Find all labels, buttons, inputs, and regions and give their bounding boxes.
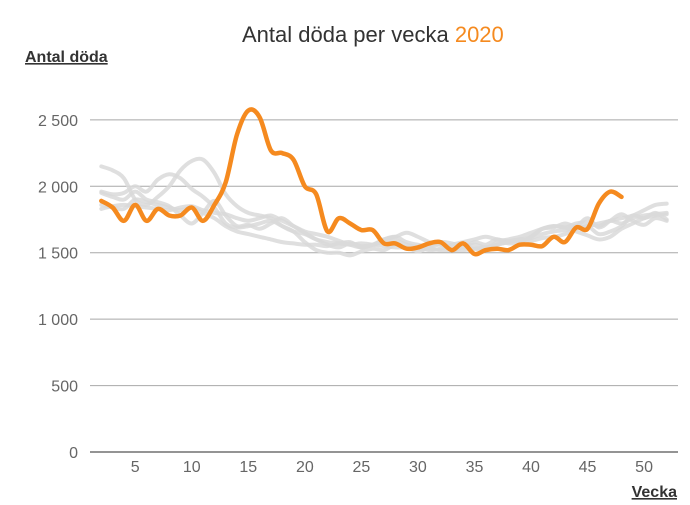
x-tick-50: 50	[635, 459, 653, 476]
x-tick-35: 35	[466, 459, 484, 476]
y-tick-0: 0	[69, 445, 78, 462]
y-tick-2500: 2 500	[38, 113, 78, 130]
x-tick-45: 45	[579, 459, 597, 476]
x-tick-25: 25	[352, 459, 370, 476]
y-tick-labels: 0 500 1 000 1 500 2 000 2 500	[38, 113, 78, 462]
chart-title: Antal döda per vecka 2020	[242, 22, 504, 47]
y-tick-500: 500	[51, 379, 78, 396]
background-series-line-1	[99, 156, 669, 253]
x-tick-labels: 5 10 15 20 25 30 35 40 45 50	[131, 459, 653, 476]
y-tick-1000: 1 000	[38, 312, 78, 329]
x-tick-40: 40	[522, 459, 540, 476]
grid-lines	[90, 119, 678, 387]
highlight-series-line	[99, 107, 624, 257]
x-tick-20: 20	[296, 459, 314, 476]
chart-title-text: Antal döda per vecka	[242, 22, 449, 47]
chart-title-year: 2020	[455, 22, 504, 47]
x-axis-label: Vecka	[632, 484, 677, 501]
x-tick-10: 10	[183, 459, 201, 476]
x-tick-30: 30	[409, 459, 427, 476]
y-axis-label: Antal döda	[25, 49, 108, 66]
y-tick-2000: 2 000	[38, 179, 78, 196]
x-tick-5: 5	[131, 459, 140, 476]
series-line-2020	[99, 107, 624, 257]
y-tick-1500: 1 500	[38, 246, 78, 263]
x-tick-15: 15	[239, 459, 257, 476]
